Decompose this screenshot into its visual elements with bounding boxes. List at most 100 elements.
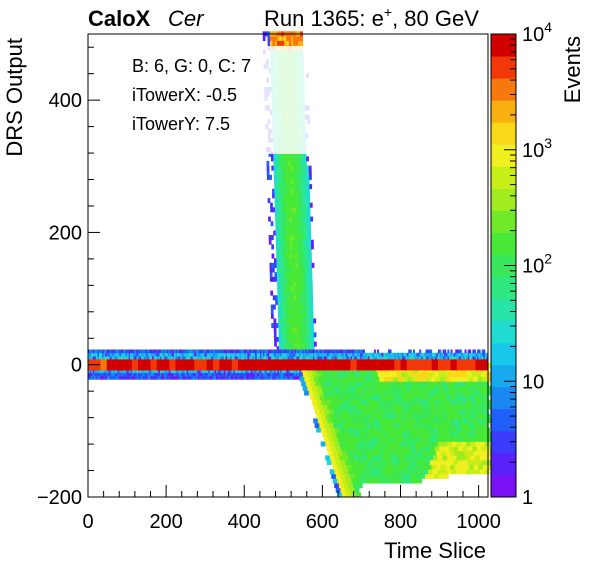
heatmap-cell (416, 432, 422, 438)
heatmap-cell (141, 372, 144, 377)
heatmap-cell (394, 450, 400, 456)
heatmap-cell (458, 390, 464, 396)
heatmap-cell (442, 356, 445, 360)
heatmap-cell (399, 409, 405, 415)
heatmap-cell (288, 207, 292, 213)
heatmap-cell (186, 375, 189, 380)
heatmap-cell (423, 469, 429, 475)
heatmap-cell (373, 349, 376, 354)
heatmap-cell (292, 336, 296, 342)
heatmap-cell (361, 436, 367, 442)
heatmap-cell (271, 165, 275, 171)
heatmap-cell (242, 349, 245, 354)
heatmap-cell (287, 221, 290, 227)
heatmap-cell (100, 356, 103, 360)
heatmap-cell (279, 276, 283, 282)
heatmap-cell (396, 473, 402, 479)
heatmap-cell (290, 184, 294, 190)
heatmap-cell (302, 349, 305, 354)
heatmap-cell (455, 409, 461, 415)
heatmap-cell (106, 375, 109, 380)
heatmap-cell (318, 390, 324, 396)
heatmap-cell (339, 352, 342, 357)
heatmap-cell (273, 332, 277, 338)
heatmap-cell (191, 349, 194, 354)
heatmap-cell (288, 286, 292, 292)
heatmap-cell (459, 356, 462, 360)
heatmap-cell (277, 225, 281, 231)
heatmap-cell (338, 359, 345, 371)
heatmap-cell (192, 372, 195, 377)
heatmap-cell (399, 395, 405, 401)
heatmap-cell (311, 239, 314, 245)
heatmap-cell (375, 395, 382, 401)
heatmap-cell (142, 349, 145, 354)
heatmap-cell (91, 349, 94, 354)
heatmap-cell (277, 349, 280, 354)
heatmap-cell (88, 356, 90, 360)
heatmap-cell (459, 349, 462, 354)
heatmap-cell (340, 446, 347, 452)
heatmap-cell (321, 371, 327, 378)
heatmap-cell (345, 418, 352, 424)
heatmap-cell (164, 369, 167, 374)
heatmap-cell (308, 165, 312, 171)
heatmap-cell (297, 272, 301, 278)
heatmap-cell (198, 375, 201, 380)
heatmap-cell (361, 356, 364, 360)
heatmap-cell (278, 244, 282, 250)
heatmap-cell (297, 346, 301, 352)
heatmap-cell (95, 349, 98, 354)
heatmap-cell (297, 332, 301, 338)
heatmap-cell (94, 356, 97, 360)
heatmap-cell (217, 372, 220, 377)
heatmap-cell (480, 352, 483, 357)
heatmap-cell (352, 483, 359, 489)
heatmap-cell (447, 349, 450, 354)
heatmap-cell (274, 40, 278, 46)
heatmap-cell (202, 375, 205, 380)
color-bar-segment (491, 78, 516, 101)
heatmap-cell (238, 375, 240, 380)
heatmap-cell (284, 352, 287, 357)
heatmap-cell (404, 395, 410, 401)
heatmap-cell (142, 356, 145, 360)
heatmap-cell (274, 207, 278, 213)
heatmap-cell (452, 427, 458, 433)
heatmap-cell (300, 202, 304, 208)
heatmap-cell (283, 323, 286, 329)
heatmap-cell (145, 375, 148, 380)
run-label: Run 1365: e+, 80 GeV (264, 4, 479, 31)
heatmap-cell (373, 446, 379, 452)
heatmap-cell (314, 356, 317, 360)
heatmap-cell (153, 352, 156, 357)
heatmap-cell (364, 404, 370, 410)
heatmap-cell (458, 446, 464, 452)
info-line-3: iTowerY: 7.5 (132, 114, 230, 134)
heatmap-cell (388, 376, 394, 382)
heatmap-cell (131, 372, 134, 377)
heatmap-cell (98, 369, 101, 374)
heatmap-cell (106, 359, 114, 371)
heatmap-cell (181, 356, 184, 360)
heatmap-cell (280, 165, 284, 171)
heatmap-cell (283, 244, 286, 250)
heatmap-cell (412, 464, 418, 470)
heatmap-cell (294, 244, 298, 250)
heatmap-cell (188, 375, 190, 380)
heatmap-cell (417, 352, 420, 357)
heatmap-cell (466, 352, 469, 357)
heatmap-cell (419, 349, 422, 354)
heatmap-cell (285, 184, 289, 190)
heatmap-cell (91, 375, 94, 380)
heatmap-cell (283, 35, 287, 42)
heatmap-cell (295, 369, 298, 374)
heatmap-cell (181, 372, 184, 377)
heatmap-cell (417, 464, 423, 470)
heatmap-cell (410, 399, 416, 405)
heatmap-cell (270, 352, 273, 357)
heatmap-cell (352, 349, 355, 354)
heatmap-cell (92, 349, 95, 354)
heatmap-cell (275, 375, 278, 380)
heatmap-cell (269, 352, 272, 357)
